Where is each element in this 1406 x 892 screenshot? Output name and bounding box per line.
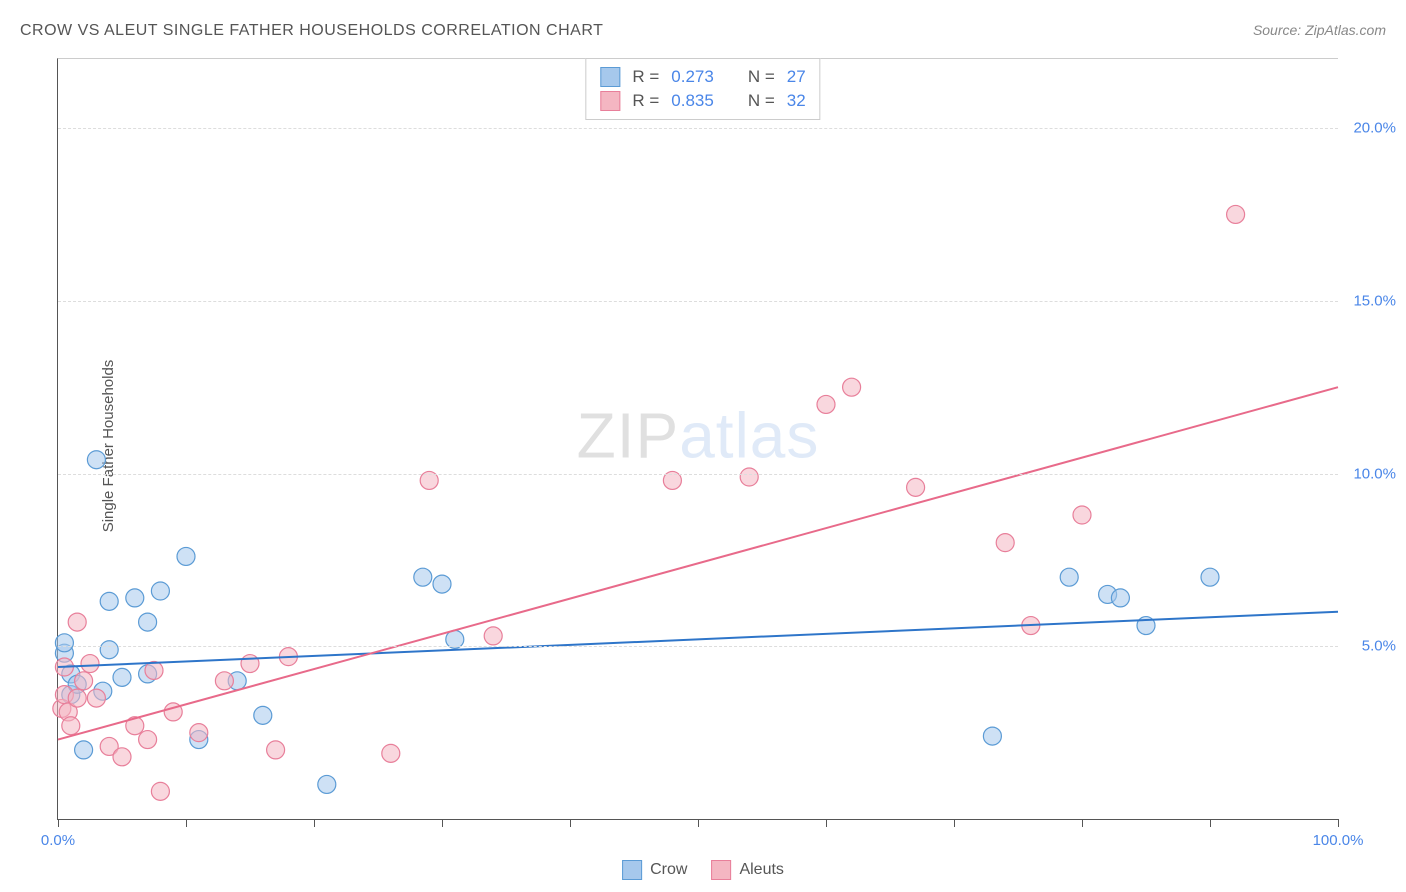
x-tick [570, 819, 571, 827]
x-tick [1210, 819, 1211, 827]
scatter-plot-svg [58, 59, 1338, 819]
scatter-point [382, 744, 400, 762]
scatter-point [484, 627, 502, 645]
gridline [58, 474, 1338, 475]
scatter-point [113, 748, 131, 766]
scatter-point [843, 378, 861, 396]
scatter-point [1111, 589, 1129, 607]
x-tick [1338, 819, 1339, 827]
legend-r-value: 0.273 [671, 67, 714, 87]
scatter-point [139, 731, 157, 749]
scatter-point [113, 668, 131, 686]
x-tick [698, 819, 699, 827]
scatter-point [145, 661, 163, 679]
scatter-point [414, 568, 432, 586]
scatter-point [817, 395, 835, 413]
scatter-point [75, 672, 93, 690]
scatter-point [55, 634, 73, 652]
x-tick [954, 819, 955, 827]
scatter-point [1227, 205, 1245, 223]
scatter-point [254, 706, 272, 724]
x-tick [314, 819, 315, 827]
scatter-point [1060, 568, 1078, 586]
x-tick [826, 819, 827, 827]
scatter-point [241, 655, 259, 673]
legend-swatch [622, 860, 642, 880]
y-tick-label: 15.0% [1353, 292, 1396, 309]
scatter-point [151, 582, 169, 600]
y-tick-label: 10.0% [1353, 465, 1396, 482]
x-tick [1082, 819, 1083, 827]
scatter-point [740, 468, 758, 486]
legend-n-value: 32 [787, 91, 806, 111]
legend-item: Crow [622, 860, 687, 880]
legend-r-value: 0.835 [671, 91, 714, 111]
chart-title: CROW VS ALEUT SINGLE FATHER HOUSEHOLDS C… [20, 22, 603, 40]
scatter-point [1073, 506, 1091, 524]
y-tick-label: 5.0% [1362, 638, 1396, 655]
x-tick [186, 819, 187, 827]
scatter-point [100, 592, 118, 610]
x-tick-label: 0.0% [41, 832, 75, 849]
correlation-legend: R = 0.273 N = 27 R = 0.835 N = 32 [585, 58, 820, 120]
gridline [58, 301, 1338, 302]
scatter-point [983, 727, 1001, 745]
y-tick-label: 20.0% [1353, 120, 1396, 137]
scatter-point [177, 547, 195, 565]
legend-r-label: R = [632, 91, 659, 111]
scatter-point [81, 655, 99, 673]
legend-n-label: N = [748, 67, 775, 87]
legend-r-label: R = [632, 67, 659, 87]
scatter-point [151, 782, 169, 800]
scatter-point [68, 689, 86, 707]
scatter-point [62, 717, 80, 735]
scatter-point [267, 741, 285, 759]
legend-n-value: 27 [787, 67, 806, 87]
legend-n-label: N = [748, 91, 775, 111]
scatter-point [139, 613, 157, 631]
x-tick-label: 100.0% [1313, 832, 1364, 849]
scatter-point [1201, 568, 1219, 586]
source-attribution: Source: ZipAtlas.com [1253, 22, 1386, 38]
gridline [58, 646, 1338, 647]
x-tick [442, 819, 443, 827]
legend-item: Aleuts [711, 860, 783, 880]
scatter-point [318, 775, 336, 793]
legend-swatch [600, 91, 620, 111]
legend-row: R = 0.835 N = 32 [600, 89, 805, 113]
x-tick [58, 819, 59, 827]
series-legend: Crow Aleuts [622, 860, 784, 880]
scatter-point [907, 478, 925, 496]
legend-row: R = 0.273 N = 27 [600, 65, 805, 89]
scatter-point [126, 589, 144, 607]
scatter-point [87, 689, 105, 707]
gridline [58, 128, 1338, 129]
scatter-point [75, 741, 93, 759]
scatter-point [190, 724, 208, 742]
scatter-point [87, 451, 105, 469]
legend-series-label: Aleuts [739, 861, 783, 879]
scatter-point [68, 613, 86, 631]
scatter-point [215, 672, 233, 690]
legend-swatch [600, 67, 620, 87]
trend-line [58, 612, 1338, 667]
chart-plot-area: ZIPatlas 5.0%10.0%15.0%20.0%0.0%100.0% [57, 58, 1338, 820]
legend-swatch [711, 860, 731, 880]
legend-series-label: Crow [650, 861, 687, 879]
trend-line [58, 387, 1338, 739]
scatter-point [996, 534, 1014, 552]
scatter-point [433, 575, 451, 593]
scatter-point [100, 641, 118, 659]
